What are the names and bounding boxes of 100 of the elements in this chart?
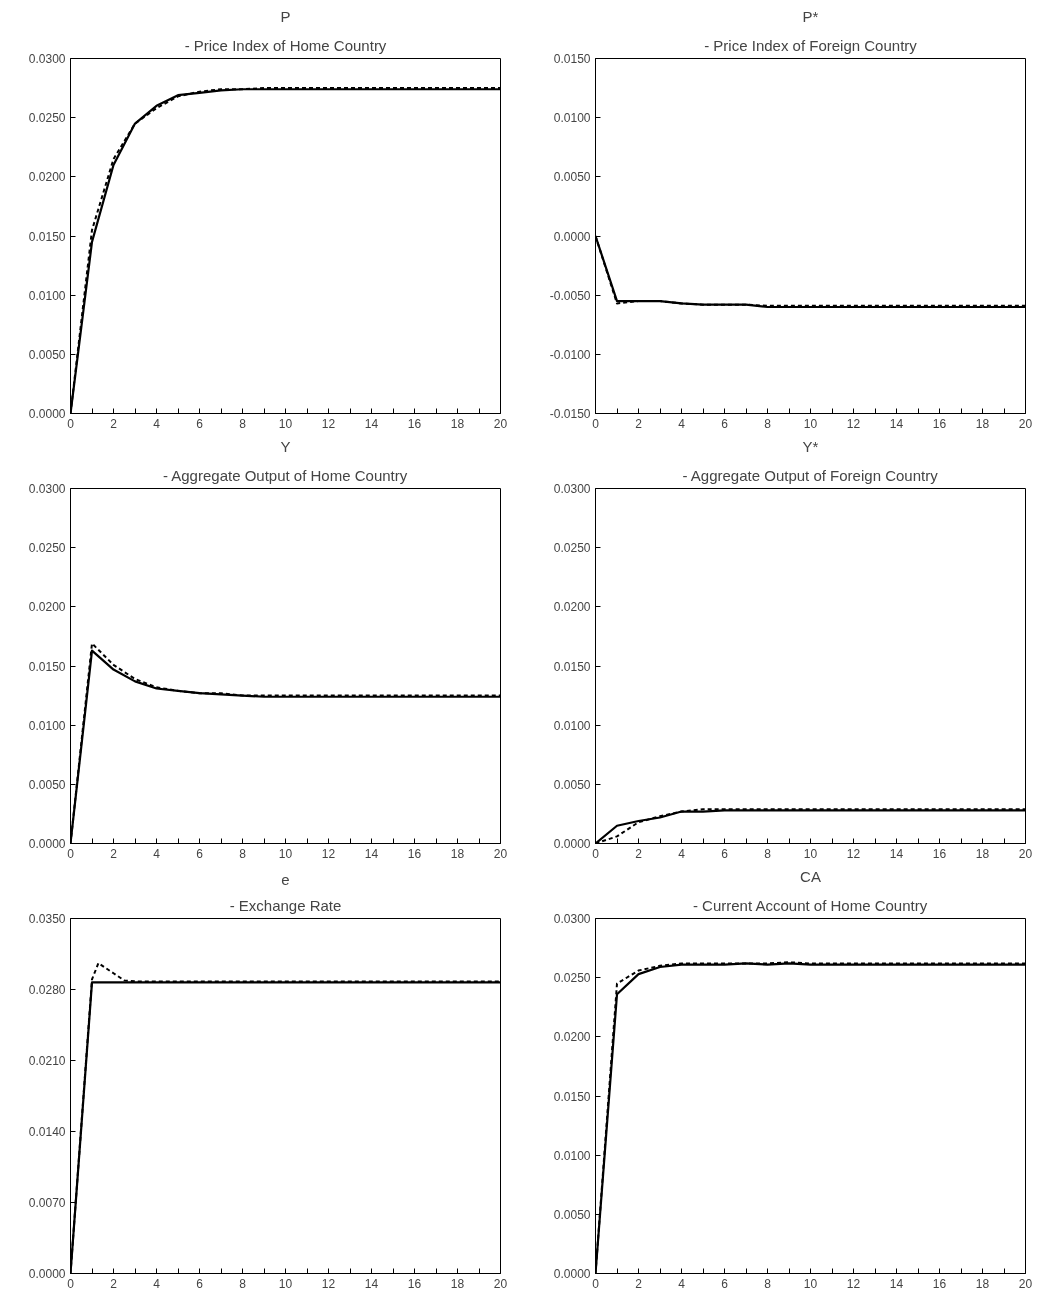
y-tick-label: 0.0000 — [28, 1267, 66, 1281]
x-tick-label: 2 — [635, 846, 643, 861]
y-tick-label: 0.0150 — [553, 52, 591, 66]
y-tick-label: 0.0050 — [553, 777, 591, 792]
y-tick-label: 0.0000 — [553, 1267, 591, 1281]
y-tick-label: 0.0250 — [28, 111, 66, 126]
x-tick-label: 12 — [321, 846, 336, 861]
y-tick-label: 0.0150 — [553, 1089, 591, 1104]
x-tick-label: 0 — [67, 846, 75, 861]
y-tick-label: 0.0000 — [28, 837, 66, 851]
x-tick-label: 16 — [407, 1276, 422, 1291]
x-tick-label: 0 — [592, 846, 600, 861]
y-tick-label: 0.0200 — [28, 170, 66, 185]
x-tick-label: 16 — [932, 846, 947, 861]
y-tick-label: -0.0150 — [549, 407, 591, 421]
x-tick-label: 18 — [975, 416, 990, 431]
x-tick-label: 0 — [67, 1276, 75, 1291]
x-tick-label: 10 — [803, 846, 818, 861]
y-tick-label: 0.0300 — [28, 482, 66, 496]
y-tick-label: 0.0100 — [553, 718, 591, 733]
x-tick-label: 10 — [278, 846, 293, 861]
x-tick-label: 6 — [196, 846, 204, 861]
x-tick-label: 12 — [321, 416, 336, 431]
x-tick-label: 0 — [592, 1276, 600, 1291]
x-tick-label: 16 — [407, 846, 422, 861]
y-tick-label: 0.0150 — [28, 659, 66, 674]
chart-title: e — [281, 870, 290, 888]
x-tick-label: 8 — [764, 846, 772, 861]
x-tick-label: 2 — [110, 416, 118, 431]
y-tick-label: 0.0100 — [553, 111, 591, 126]
x-tick-label: 16 — [932, 1276, 947, 1291]
y-tick-label: 0.0050 — [553, 1207, 591, 1222]
y-tick-label: 0.0350 — [28, 912, 66, 926]
x-tick-label: 20 — [1018, 846, 1033, 861]
x-tick-label: 16 — [932, 416, 947, 431]
x-tick-label: 4 — [153, 416, 161, 431]
x-tick-label: 4 — [678, 416, 686, 431]
y-tick-label: 0.0050 — [553, 170, 591, 185]
chart-subtitle: - Aggregate Output of Home Country — [162, 466, 408, 484]
x-tick-label: 2 — [110, 1276, 118, 1291]
x-tick-label: 2 — [635, 416, 643, 431]
x-tick-label: 6 — [196, 1276, 204, 1291]
chart-title: P — [280, 7, 291, 25]
chart-subtitle: - Price Index of Home Country — [184, 36, 387, 54]
chart-title: P* — [802, 7, 819, 25]
y-tick-label: 0.0000 — [28, 407, 66, 421]
y-tick-label: 0.0250 — [28, 541, 66, 556]
x-tick-label: 20 — [493, 1276, 508, 1291]
y-tick-label: 0.0000 — [553, 229, 591, 244]
x-tick-label: 16 — [407, 416, 422, 431]
x-tick-label: 0 — [592, 416, 600, 431]
chart-title: CA — [800, 867, 821, 885]
x-tick-label: 6 — [721, 846, 729, 861]
x-tick-label: 4 — [678, 1276, 686, 1291]
x-tick-label: 10 — [803, 1276, 818, 1291]
x-tick-label: 20 — [1018, 1276, 1033, 1291]
y-tick-label: 0.0070 — [28, 1196, 66, 1210]
x-tick-label: 14 — [889, 1276, 904, 1291]
x-tick-label: 12 — [846, 416, 861, 431]
x-tick-label: 14 — [889, 846, 904, 861]
y-tick-label: 0.0200 — [28, 600, 66, 615]
y-tick-label: 0.0050 — [28, 347, 66, 362]
x-tick-label: 10 — [278, 1276, 293, 1291]
y-tick-label: 0.0300 — [553, 482, 591, 496]
x-tick-label: 8 — [764, 416, 772, 431]
chart-subtitle: - Price Index of Foreign Country — [704, 36, 918, 54]
y-tick-label: 0.0250 — [553, 541, 591, 556]
y-tick-label: 0.0100 — [28, 288, 66, 303]
x-tick-label: 18 — [450, 1276, 465, 1291]
x-tick-label: 14 — [889, 416, 904, 431]
y-tick-label: -0.0100 — [549, 347, 591, 362]
x-tick-label: 8 — [239, 846, 247, 861]
chart-title: Y — [280, 437, 291, 455]
x-tick-label: 12 — [846, 846, 861, 861]
y-tick-label: 0.0300 — [28, 52, 66, 66]
y-tick-label: 0.0250 — [553, 971, 591, 986]
x-tick-label: 14 — [364, 1276, 379, 1291]
x-tick-label: 6 — [721, 1276, 729, 1291]
y-tick-label: 0.0200 — [553, 1030, 591, 1045]
y-tick-label: 0.0100 — [553, 1148, 591, 1163]
y-tick-label: 0.0300 — [553, 912, 591, 926]
chart-title: Y* — [802, 437, 819, 455]
y-tick-label: 0.0150 — [28, 229, 66, 244]
x-tick-label: 6 — [196, 416, 204, 431]
x-tick-label: 4 — [153, 1276, 161, 1291]
y-tick-label: 0.0210 — [28, 1054, 66, 1068]
x-tick-label: 8 — [239, 416, 247, 431]
x-tick-label: 4 — [153, 846, 161, 861]
chart-subtitle: - Current Account of Home Country — [692, 896, 928, 914]
x-tick-label: 2 — [110, 846, 118, 861]
x-tick-label: 10 — [803, 416, 818, 431]
chart-subtitle: - Exchange Rate — [229, 896, 342, 914]
x-tick-label: 20 — [493, 416, 508, 431]
y-tick-label: 0.0050 — [28, 777, 66, 792]
x-tick-label: 8 — [239, 1276, 247, 1291]
x-tick-label: 18 — [450, 416, 465, 431]
x-tick-label: 18 — [450, 846, 465, 861]
x-tick-label: 12 — [321, 1276, 336, 1291]
y-tick-label: -0.0050 — [549, 288, 591, 303]
x-tick-label: 10 — [278, 416, 293, 431]
